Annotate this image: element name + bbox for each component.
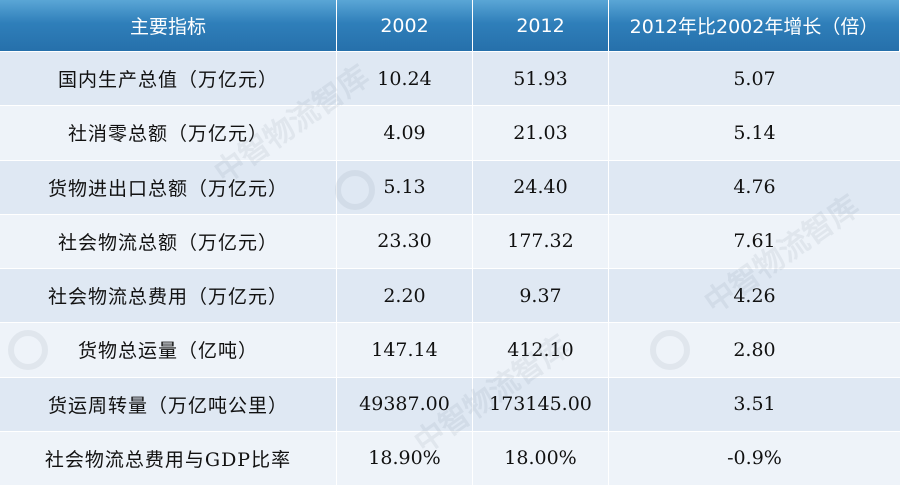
row-label: 货运周转量（万亿吨公里） bbox=[0, 376, 337, 431]
header-2012: 2012 bbox=[473, 0, 609, 51]
cell-2012: 51.93 bbox=[473, 51, 609, 106]
cell-2002: 147.14 bbox=[337, 322, 473, 377]
row-label: 社消零总额（万亿元） bbox=[0, 105, 337, 160]
cell-2012: 173145.00 bbox=[473, 376, 609, 431]
row-label: 货物进出口总额（万亿元） bbox=[0, 159, 337, 214]
cell-2012: 412.10 bbox=[473, 322, 609, 377]
cell-2002: 5.13 bbox=[337, 159, 473, 214]
row-label: 社会物流总额（万亿元） bbox=[0, 213, 337, 268]
cell-2002: 2.20 bbox=[337, 268, 473, 323]
cell-growth: 5.14 bbox=[609, 105, 900, 160]
cell-2012: 24.40 bbox=[473, 159, 609, 214]
cell-growth: 4.26 bbox=[609, 268, 900, 323]
header-growth: 2012年比2002年增长（倍） bbox=[609, 0, 900, 51]
row-label: 社会物流总费用与GDP比率 bbox=[0, 430, 337, 485]
row-label: 货物总运量（亿吨） bbox=[0, 322, 337, 377]
cell-growth: 2.80 bbox=[609, 322, 900, 377]
cell-2002: 49387.00 bbox=[337, 376, 473, 431]
cell-2012: 177.32 bbox=[473, 213, 609, 268]
header-indicator: 主要指标 bbox=[0, 0, 337, 51]
cell-2012: 18.00% bbox=[473, 430, 609, 485]
row-label: 社会物流总费用（万亿元） bbox=[0, 268, 337, 323]
cell-2012: 9.37 bbox=[473, 268, 609, 323]
row-label: 国内生产总值（万亿元） bbox=[0, 51, 337, 106]
cell-2002: 4.09 bbox=[337, 105, 473, 160]
cell-2002: 10.24 bbox=[337, 51, 473, 106]
cell-2002: 18.90% bbox=[337, 430, 473, 485]
cell-growth: 5.07 bbox=[609, 51, 900, 106]
cell-2002: 23.30 bbox=[337, 213, 473, 268]
cell-growth: -0.9% bbox=[609, 430, 900, 485]
cell-growth: 4.76 bbox=[609, 159, 900, 214]
cell-2012: 21.03 bbox=[473, 105, 609, 160]
header-2002: 2002 bbox=[337, 0, 473, 51]
cell-growth: 3.51 bbox=[609, 376, 900, 431]
cell-growth: 7.61 bbox=[609, 213, 900, 268]
